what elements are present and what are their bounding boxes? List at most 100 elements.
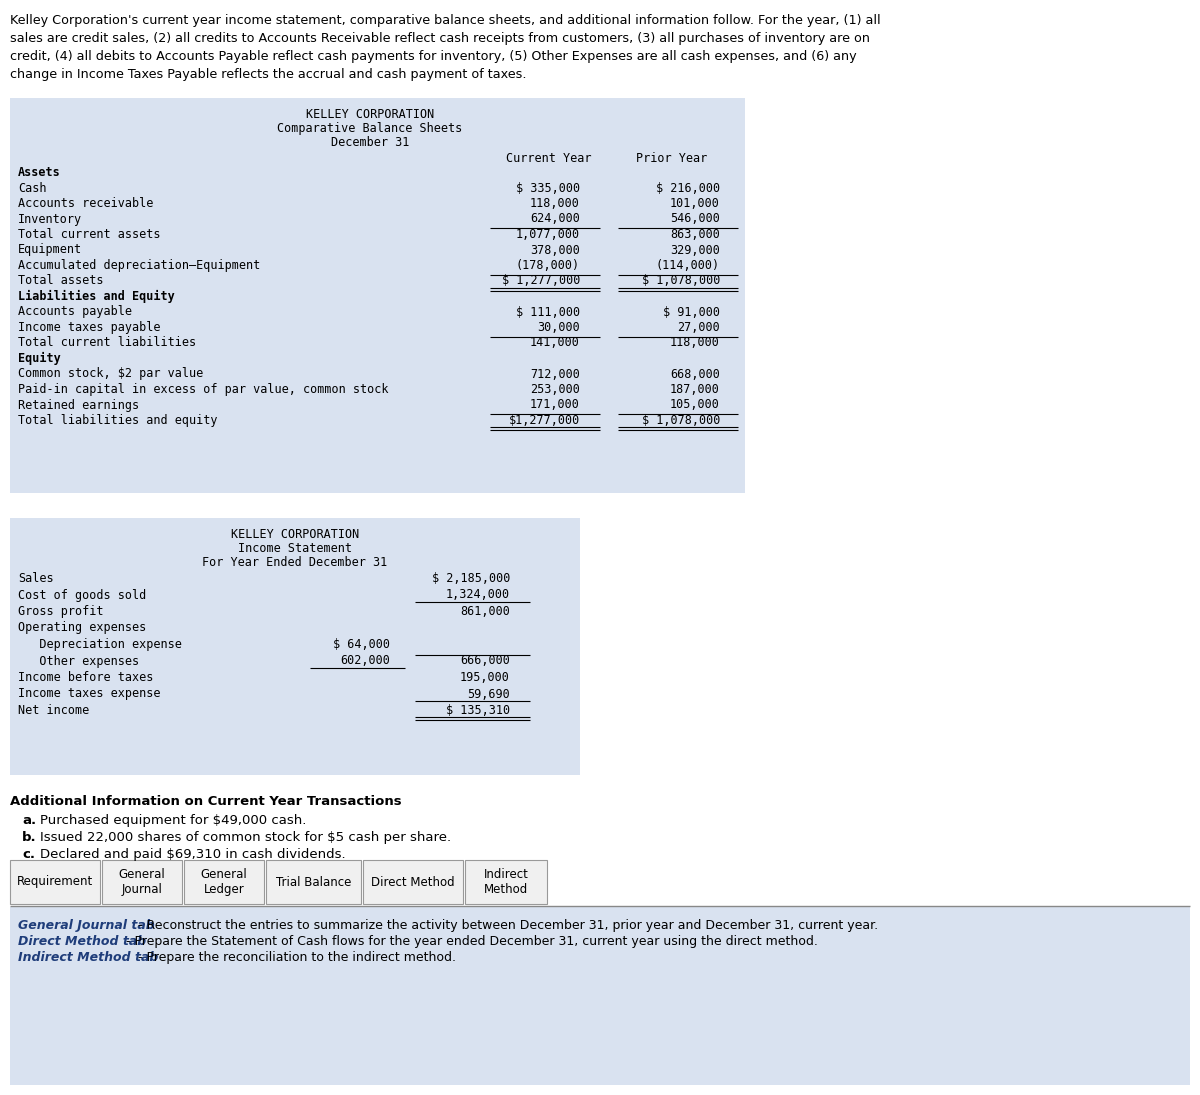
Text: Direct Method tab: Direct Method tab xyxy=(18,935,146,948)
Text: Income Statement: Income Statement xyxy=(238,542,352,555)
Text: (114,000): (114,000) xyxy=(656,260,720,272)
Text: Depreciation expense: Depreciation expense xyxy=(18,638,182,652)
Text: KELLEY CORPORATION: KELLEY CORPORATION xyxy=(230,528,359,541)
Text: 668,000: 668,000 xyxy=(670,368,720,380)
Text: 329,000: 329,000 xyxy=(670,243,720,256)
Text: 195,000: 195,000 xyxy=(460,671,510,684)
Text: Sales: Sales xyxy=(18,572,54,585)
Text: Equipment: Equipment xyxy=(18,243,82,256)
Bar xyxy=(10,97,745,493)
Text: Total current assets: Total current assets xyxy=(18,228,161,241)
Text: 666,000: 666,000 xyxy=(460,655,510,668)
Text: 101,000: 101,000 xyxy=(670,197,720,210)
Text: 118,000: 118,000 xyxy=(530,197,580,210)
Text: Net income: Net income xyxy=(18,704,89,717)
Text: Comparative Balance Sheets: Comparative Balance Sheets xyxy=(277,122,463,135)
Text: Liabilities and Equity: Liabilities and Equity xyxy=(18,290,175,303)
Text: Indirect
Method: Indirect Method xyxy=(484,868,528,896)
Text: Accounts payable: Accounts payable xyxy=(18,306,132,319)
Text: Inventory: Inventory xyxy=(18,212,82,226)
Text: $ 216,000: $ 216,000 xyxy=(656,182,720,195)
Text: (178,000): (178,000) xyxy=(516,260,580,272)
Text: 118,000: 118,000 xyxy=(670,336,720,349)
Text: 1,324,000: 1,324,000 xyxy=(446,588,510,601)
Text: 624,000: 624,000 xyxy=(530,212,580,226)
Text: 141,000: 141,000 xyxy=(530,336,580,349)
Text: - Prepare the Statement of Cash flows for the year ended December 31, current ye: - Prepare the Statement of Cash flows fo… xyxy=(121,935,817,948)
Text: Paid-in capital in excess of par value, common stock: Paid-in capital in excess of par value, … xyxy=(18,383,389,396)
Text: 861,000: 861,000 xyxy=(460,606,510,618)
Text: Purchased equipment for $49,000 cash.: Purchased equipment for $49,000 cash. xyxy=(40,814,306,827)
Text: b.: b. xyxy=(22,831,37,844)
Text: General
Journal: General Journal xyxy=(119,868,166,896)
Text: KELLEY CORPORATION: KELLEY CORPORATION xyxy=(306,108,434,122)
Text: General Journal tab: General Journal tab xyxy=(18,919,155,932)
Text: Trial Balance: Trial Balance xyxy=(276,876,352,888)
Text: Prior Year: Prior Year xyxy=(636,152,708,165)
Text: Current Year: Current Year xyxy=(506,152,592,165)
Text: 1,077,000: 1,077,000 xyxy=(516,228,580,241)
Text: Operating expenses: Operating expenses xyxy=(18,622,146,634)
Text: 59,690: 59,690 xyxy=(467,688,510,701)
Text: - Prepare the reconciliation to the indirect method.: - Prepare the reconciliation to the indi… xyxy=(134,950,456,964)
Text: sales are credit sales, (2) all credits to Accounts Receivable reflect cash rece: sales are credit sales, (2) all credits … xyxy=(10,32,870,45)
Text: Requirement: Requirement xyxy=(17,876,94,888)
Text: 105,000: 105,000 xyxy=(670,399,720,412)
Text: 171,000: 171,000 xyxy=(530,399,580,412)
Text: Cost of goods sold: Cost of goods sold xyxy=(18,588,146,601)
Text: Indirect Method tab: Indirect Method tab xyxy=(18,950,158,964)
Text: Income taxes payable: Income taxes payable xyxy=(18,321,161,334)
Text: Total liabilities and equity: Total liabilities and equity xyxy=(18,414,217,427)
Text: Retained earnings: Retained earnings xyxy=(18,399,139,412)
Text: $ 135,310: $ 135,310 xyxy=(446,704,510,717)
Text: - Reconstruct the entries to summarize the activity between December 31, prior y: - Reconstruct the entries to summarize t… xyxy=(134,919,878,932)
Text: Accounts receivable: Accounts receivable xyxy=(18,197,154,210)
Text: 253,000: 253,000 xyxy=(530,383,580,396)
Text: Income before taxes: Income before taxes xyxy=(18,671,154,684)
Text: Declared and paid $69,310 in cash dividends.: Declared and paid $69,310 in cash divide… xyxy=(40,848,346,861)
Text: a.: a. xyxy=(22,814,36,827)
Text: 863,000: 863,000 xyxy=(670,228,720,241)
Text: 27,000: 27,000 xyxy=(677,321,720,334)
Text: 712,000: 712,000 xyxy=(530,368,580,380)
Text: Equity: Equity xyxy=(18,351,61,365)
Text: General
Ledger: General Ledger xyxy=(200,868,247,896)
Text: Other expenses: Other expenses xyxy=(18,655,139,668)
Bar xyxy=(364,860,463,904)
Text: Common stock, $2 par value: Common stock, $2 par value xyxy=(18,368,203,380)
Text: Accumulated depreciation–Equipment: Accumulated depreciation–Equipment xyxy=(18,260,260,272)
Bar xyxy=(184,860,264,904)
Bar xyxy=(10,518,580,775)
Text: $ 1,078,000: $ 1,078,000 xyxy=(642,275,720,288)
Text: Kelley Corporation's current year income statement, comparative balance sheets, : Kelley Corporation's current year income… xyxy=(10,14,881,27)
Text: 187,000: 187,000 xyxy=(670,383,720,396)
Text: $1,277,000: $1,277,000 xyxy=(509,414,580,427)
Text: 602,000: 602,000 xyxy=(340,655,390,668)
Text: c.: c. xyxy=(22,848,35,861)
Text: $ 2,185,000: $ 2,185,000 xyxy=(432,572,510,585)
Text: $ 91,000: $ 91,000 xyxy=(662,306,720,319)
Text: Direct Method: Direct Method xyxy=(371,876,455,888)
Text: $ 335,000: $ 335,000 xyxy=(516,182,580,195)
Text: December 31: December 31 xyxy=(331,136,409,149)
Text: Assets: Assets xyxy=(18,166,61,178)
Bar xyxy=(10,907,1190,1085)
Text: 378,000: 378,000 xyxy=(530,243,580,256)
Text: $ 111,000: $ 111,000 xyxy=(516,306,580,319)
Text: For Year Ended December 31: For Year Ended December 31 xyxy=(203,556,388,569)
Text: Total assets: Total assets xyxy=(18,275,103,288)
Text: Income taxes expense: Income taxes expense xyxy=(18,688,161,701)
Text: change in Income Taxes Payable reflects the accrual and cash payment of taxes.: change in Income Taxes Payable reflects … xyxy=(10,68,527,81)
Text: credit, (4) all debits to Accounts Payable reflect cash payments for inventory, : credit, (4) all debits to Accounts Payab… xyxy=(10,50,857,64)
Text: Total current liabilities: Total current liabilities xyxy=(18,336,196,349)
Text: 546,000: 546,000 xyxy=(670,212,720,226)
Text: Cash: Cash xyxy=(18,182,47,195)
Bar xyxy=(466,860,547,904)
Bar xyxy=(102,860,182,904)
Text: $ 64,000: $ 64,000 xyxy=(334,638,390,652)
Text: 30,000: 30,000 xyxy=(538,321,580,334)
Bar xyxy=(10,860,100,904)
Bar xyxy=(266,860,361,904)
Text: $ 1,277,000: $ 1,277,000 xyxy=(502,275,580,288)
Text: $ 1,078,000: $ 1,078,000 xyxy=(642,414,720,427)
